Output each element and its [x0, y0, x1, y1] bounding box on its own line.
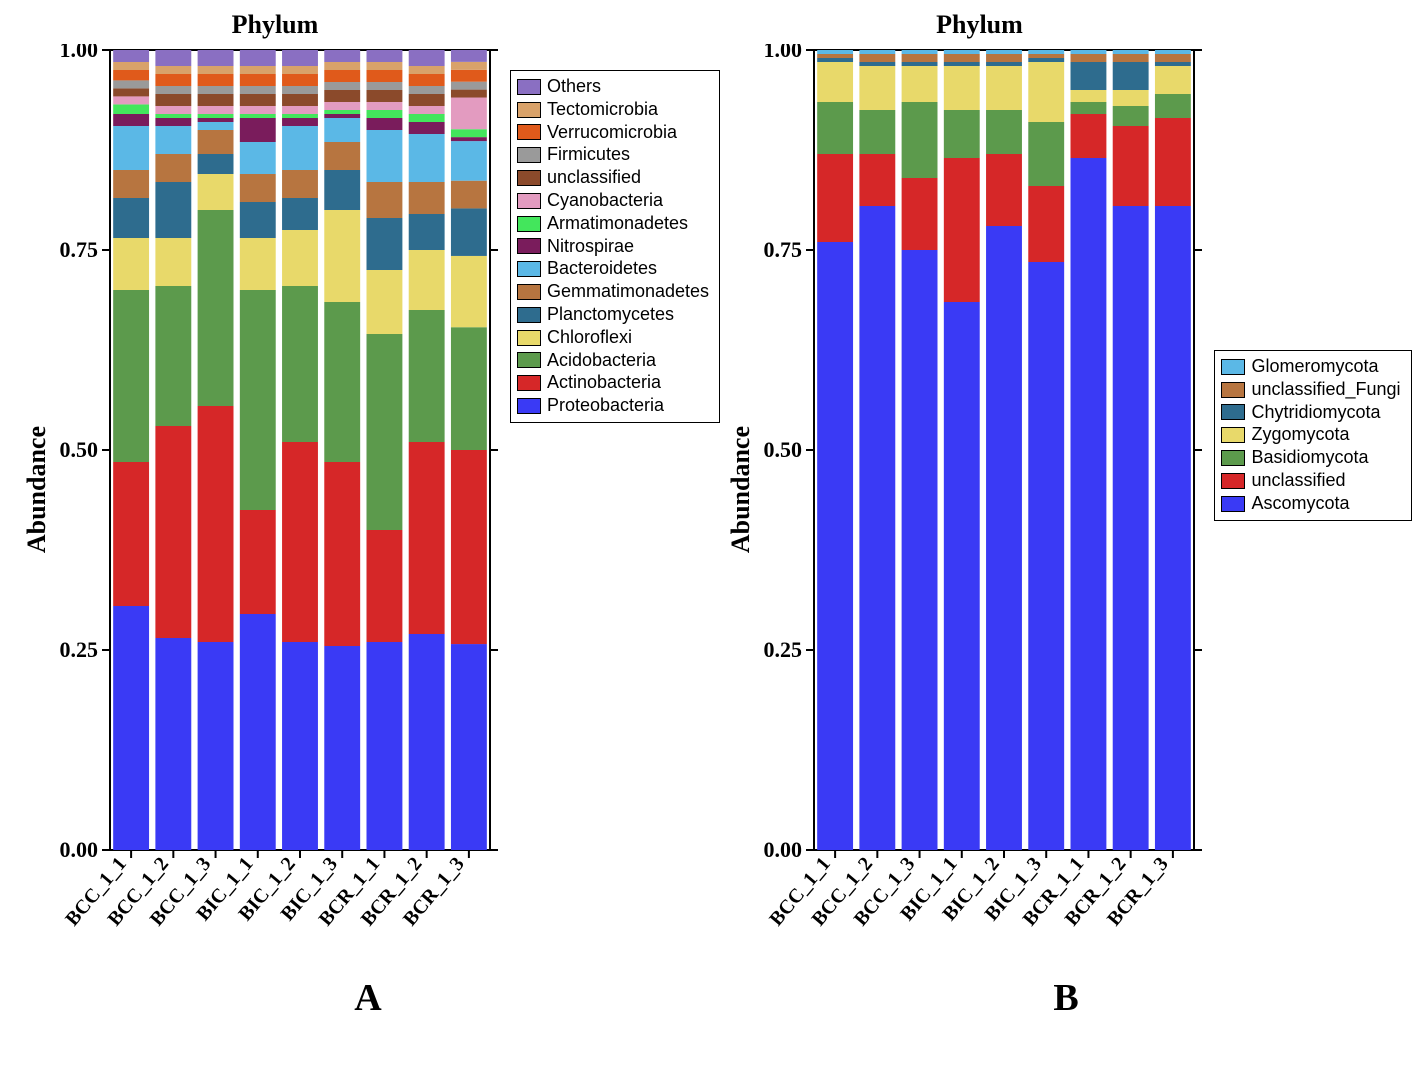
- legend-label: Armatimonadetes: [547, 214, 688, 234]
- legend-item: Others: [517, 77, 709, 97]
- legend-swatch: [517, 398, 541, 414]
- legend-item: Basidiomycota: [1221, 448, 1400, 468]
- chart-area-a: Phylum 0.000.250.500.751.00BCC_1_1BCC_1_…: [52, 10, 498, 970]
- svg-text:0.75: 0.75: [764, 237, 803, 262]
- panel-a: Abundance Phylum 0.000.250.500.751.00BCC…: [10, 10, 726, 1070]
- legend-label: Glomeromycota: [1251, 357, 1378, 377]
- legend-label: Nitrospirae: [547, 237, 634, 257]
- legend-swatch: [517, 79, 541, 95]
- y-axis-label-b: Abundance: [720, 426, 756, 553]
- legend-swatch: [517, 216, 541, 232]
- chart-area-b: Phylum 0.000.250.500.751.00BCC_1_1BCC_1_…: [756, 10, 1202, 970]
- legend-label: Zygomycota: [1251, 425, 1349, 445]
- legend-label: Chytridiomycota: [1251, 403, 1380, 423]
- panel-b: Abundance Phylum 0.000.250.500.751.00BCC…: [726, 10, 1406, 1070]
- legend-swatch: [517, 147, 541, 163]
- legend-label: Gemmatimonadetes: [547, 282, 709, 302]
- legend-swatch: [1221, 473, 1245, 489]
- legend-swatch: [517, 124, 541, 140]
- panel-a-chart-row: Abundance Phylum 0.000.250.500.751.00BCC…: [16, 10, 720, 970]
- legend-label: Acidobacteria: [547, 351, 656, 371]
- legend-a: Others Tectomicrobia VerrucomicrobiaFirmic…: [510, 70, 720, 423]
- legend-item: Tectomicrobia: [517, 100, 709, 120]
- legend-label: Chloroflexi: [547, 328, 632, 348]
- legend-swatch: [517, 307, 541, 323]
- stacked-bar-chart-b: 0.000.250.500.751.00BCC_1_1BCC_1_2BCC_1_…: [756, 44, 1202, 970]
- stacked-bar-chart-a: 0.000.250.500.751.00BCC_1_1BCC_1_2BCC_1_…: [52, 44, 498, 970]
- svg-text:0.50: 0.50: [59, 437, 98, 462]
- legend-item: Glomeromycota: [1221, 357, 1400, 377]
- panel-letter-b: B: [1053, 976, 1078, 1020]
- plot-title-b: Phylum: [756, 10, 1202, 40]
- legend-label: Actinobacteria: [547, 373, 661, 393]
- legend-label: Verrucomicrobia: [547, 123, 677, 143]
- y-axis-label-a: Abundance: [16, 426, 52, 553]
- legend-label: unclassified: [547, 168, 641, 188]
- legend-item: Ascomycota: [1221, 494, 1400, 514]
- legend-label: Bacteroidetes: [547, 259, 657, 279]
- legend-swatch: [1221, 404, 1245, 420]
- svg-text:1.00: 1.00: [59, 44, 98, 62]
- legend-item: Actinobacteria: [517, 373, 709, 393]
- legend-label: Planctomycetes: [547, 305, 674, 325]
- legend-item: Nitrospirae: [517, 237, 709, 257]
- panel-a-axis-wrap: Abundance Phylum 0.000.250.500.751.00BCC…: [16, 10, 498, 970]
- legend-label: Proteobacteria: [547, 396, 664, 416]
- legend-swatch: [1221, 496, 1245, 512]
- legend-item: Chytridiomycota: [1221, 403, 1400, 423]
- panel-b-axis-wrap: Abundance Phylum 0.000.250.500.751.00BCC…: [720, 10, 1202, 970]
- legend-item: Gemmatimonadetes: [517, 282, 709, 302]
- legend-item: Chloroflexi: [517, 328, 709, 348]
- legend-item: Planctomycetes: [517, 305, 709, 325]
- legend-label: Tectomicrobia: [547, 100, 658, 120]
- legend-label: Basidiomycota: [1251, 448, 1368, 468]
- legend-label: Others: [547, 77, 601, 97]
- legend-b: Glomeromycota unclassified_Fungi Chytridio…: [1214, 350, 1411, 521]
- svg-text:0.75: 0.75: [59, 237, 98, 262]
- plot-title-a: Phylum: [52, 10, 498, 40]
- legend-item: unclassified_Fungi: [1221, 380, 1400, 400]
- legend-swatch: [1221, 382, 1245, 398]
- legend-swatch: [1221, 359, 1245, 375]
- legend-swatch: [517, 352, 541, 368]
- legend-item: Bacteroidetes: [517, 259, 709, 279]
- svg-text:0.00: 0.00: [764, 837, 803, 862]
- legend-item: Cyanobacteria: [517, 191, 709, 211]
- legend-swatch: [517, 102, 541, 118]
- legend-swatch: [517, 330, 541, 346]
- legend-swatch: [517, 261, 541, 277]
- svg-text:0.25: 0.25: [764, 637, 803, 662]
- panel-b-chart-row: Abundance Phylum 0.000.250.500.751.00BCC…: [720, 10, 1411, 970]
- legend-item: Verrucomicrobia: [517, 123, 709, 143]
- legend-swatch: [1221, 450, 1245, 466]
- svg-text:0.00: 0.00: [59, 837, 98, 862]
- legend-label: unclassified: [1251, 471, 1345, 491]
- svg-text:0.50: 0.50: [764, 437, 803, 462]
- legend-swatch: [1221, 427, 1245, 443]
- legend-swatch: [517, 238, 541, 254]
- legend-swatch: [517, 193, 541, 209]
- legend-item: unclassified: [517, 168, 709, 188]
- legend-item: Armatimonadetes: [517, 214, 709, 234]
- legend-label: Ascomycota: [1251, 494, 1349, 514]
- legend-label: Firmicutes: [547, 145, 630, 165]
- svg-text:0.25: 0.25: [59, 637, 98, 662]
- panel-letter-a: A: [354, 976, 381, 1020]
- legend-item: unclassified: [1221, 471, 1400, 491]
- legend-item: Proteobacteria: [517, 396, 709, 416]
- legend-item: Firmicutes: [517, 145, 709, 165]
- svg-text:1.00: 1.00: [764, 44, 803, 62]
- legend-item: Zygomycota: [1221, 425, 1400, 445]
- legend-label: unclassified_Fungi: [1251, 380, 1400, 400]
- legend-item: Acidobacteria: [517, 351, 709, 371]
- legend-swatch: [517, 170, 541, 186]
- legend-label: Cyanobacteria: [547, 191, 663, 211]
- legend-swatch: [517, 284, 541, 300]
- legend-swatch: [517, 375, 541, 391]
